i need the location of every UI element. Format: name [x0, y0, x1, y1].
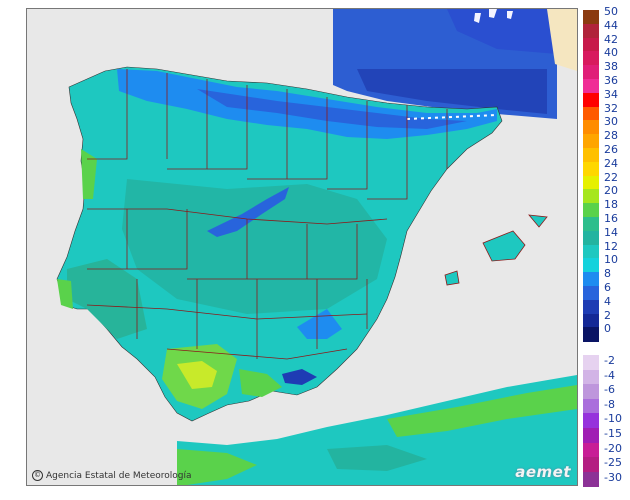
legend-separator: [583, 345, 599, 355]
legend-swatch: [583, 398, 599, 414]
pyrenees-cold-band: [197, 89, 467, 129]
legend-label: -10: [604, 412, 622, 426]
pyrenees-snow-line: [406, 114, 498, 120]
legend-label: -6: [604, 383, 615, 397]
mallorca-island: [482, 230, 526, 262]
legend-label: -4: [604, 368, 615, 382]
legend-label: 24: [604, 156, 618, 170]
north-africa: [177, 375, 577, 485]
guadalquivir-warm-spot: [177, 361, 217, 389]
legend-swatch: [583, 442, 599, 458]
copyright-icon: ©: [32, 470, 43, 481]
legend-label: 16: [604, 212, 618, 225]
legend-label: 14: [604, 225, 618, 239]
legend-label: 2: [604, 308, 611, 322]
legend-swatch: [583, 148, 599, 163]
legend-swatch: [583, 244, 599, 259]
legend-label: 28: [604, 129, 618, 143]
legend-swatch: [583, 189, 599, 204]
legend-swatch: [583, 23, 599, 39]
legend-label: 34: [604, 87, 618, 101]
aemet-logo-icon: aemet: [515, 463, 571, 481]
legend-label: 12: [604, 239, 618, 253]
legend-swatch: [583, 286, 599, 301]
sierra-nevada: [282, 369, 317, 385]
france-cold-band: [357, 69, 547, 114]
legend-swatch: [583, 313, 599, 328]
legend-swatch: [583, 299, 599, 315]
legend-label: 42: [604, 32, 618, 46]
portugal-south: [67, 259, 147, 339]
credit-text: Agencia Estatal de Meteorología: [46, 471, 192, 481]
legend-label: 22: [604, 170, 618, 184]
legend-label: 4: [604, 294, 611, 308]
andalusia-coast: [239, 369, 282, 397]
baetic-range: [297, 309, 342, 339]
legend-label: 40: [604, 46, 618, 60]
legend-swatch: [583, 413, 599, 429]
legend-swatch: [583, 217, 599, 232]
legend-swatch: [583, 203, 599, 218]
france-white-patches: [474, 9, 513, 23]
legend-label: -30: [604, 470, 622, 484]
legend-swatch: [583, 51, 599, 66]
legend-swatch: [583, 120, 599, 135]
map-canvas: [27, 9, 577, 485]
legend-label: 6: [604, 281, 611, 294]
legend-label: -25: [604, 456, 622, 470]
legend-label: 10: [604, 253, 618, 267]
legend-label: 0: [604, 322, 611, 336]
legend-label: 44: [604, 18, 618, 32]
legend-label: 32: [604, 101, 618, 115]
legend-swatch: [583, 384, 599, 400]
legend-swatch: [583, 10, 599, 25]
legend-label: 38: [604, 60, 618, 74]
legend-swatch: [583, 355, 599, 371]
legend-swatch: [583, 106, 599, 121]
algarve-coast: [57, 279, 73, 309]
legend-label: 26: [604, 143, 618, 156]
legend-swatch: [583, 258, 599, 273]
legend-label: -15: [604, 427, 622, 440]
legend-label: -20: [604, 441, 622, 455]
legend-swatch: [583, 79, 599, 94]
central-system: [207, 187, 289, 237]
legend-swatch: [583, 428, 599, 444]
ibiza-island: [444, 270, 460, 286]
galicia-coast: [81, 149, 97, 199]
province-borders: [86, 69, 448, 360]
legend-label: 36: [604, 74, 618, 87]
legend-swatch: [583, 471, 599, 487]
legend-swatch: [583, 327, 599, 342]
legend-label: -8: [604, 397, 615, 411]
morocco-coast-green: [177, 449, 257, 485]
atlas-green-band: [387, 385, 577, 437]
legend-swatch: [583, 65, 599, 80]
legend-swatch: [583, 230, 599, 246]
legend-swatch: [583, 272, 599, 287]
agency-credit: © Agencia Estatal de Meteorología: [32, 470, 192, 481]
legend-label: -2: [604, 354, 615, 367]
legend-swatch: [583, 92, 599, 108]
legend-label: 18: [604, 198, 618, 212]
rif-region: [327, 445, 427, 471]
legend-swatch: [583, 134, 599, 149]
legend-label: 8: [604, 267, 611, 281]
legend-label: 20: [604, 184, 618, 198]
alps-region: [547, 9, 577, 71]
legend-swatch: [583, 457, 599, 473]
legend-swatch: [583, 369, 599, 385]
legend-label: 30: [604, 115, 618, 129]
legend-swatch: [583, 175, 599, 190]
menorca-island: [528, 214, 548, 228]
legend-swatch: [583, 161, 599, 177]
legend-label: 50: [604, 5, 618, 18]
legend-swatch: [583, 37, 599, 52]
temperature-map: © Agencia Estatal de Meteorología aemet: [26, 8, 578, 486]
interior-plateau: [122, 179, 387, 314]
